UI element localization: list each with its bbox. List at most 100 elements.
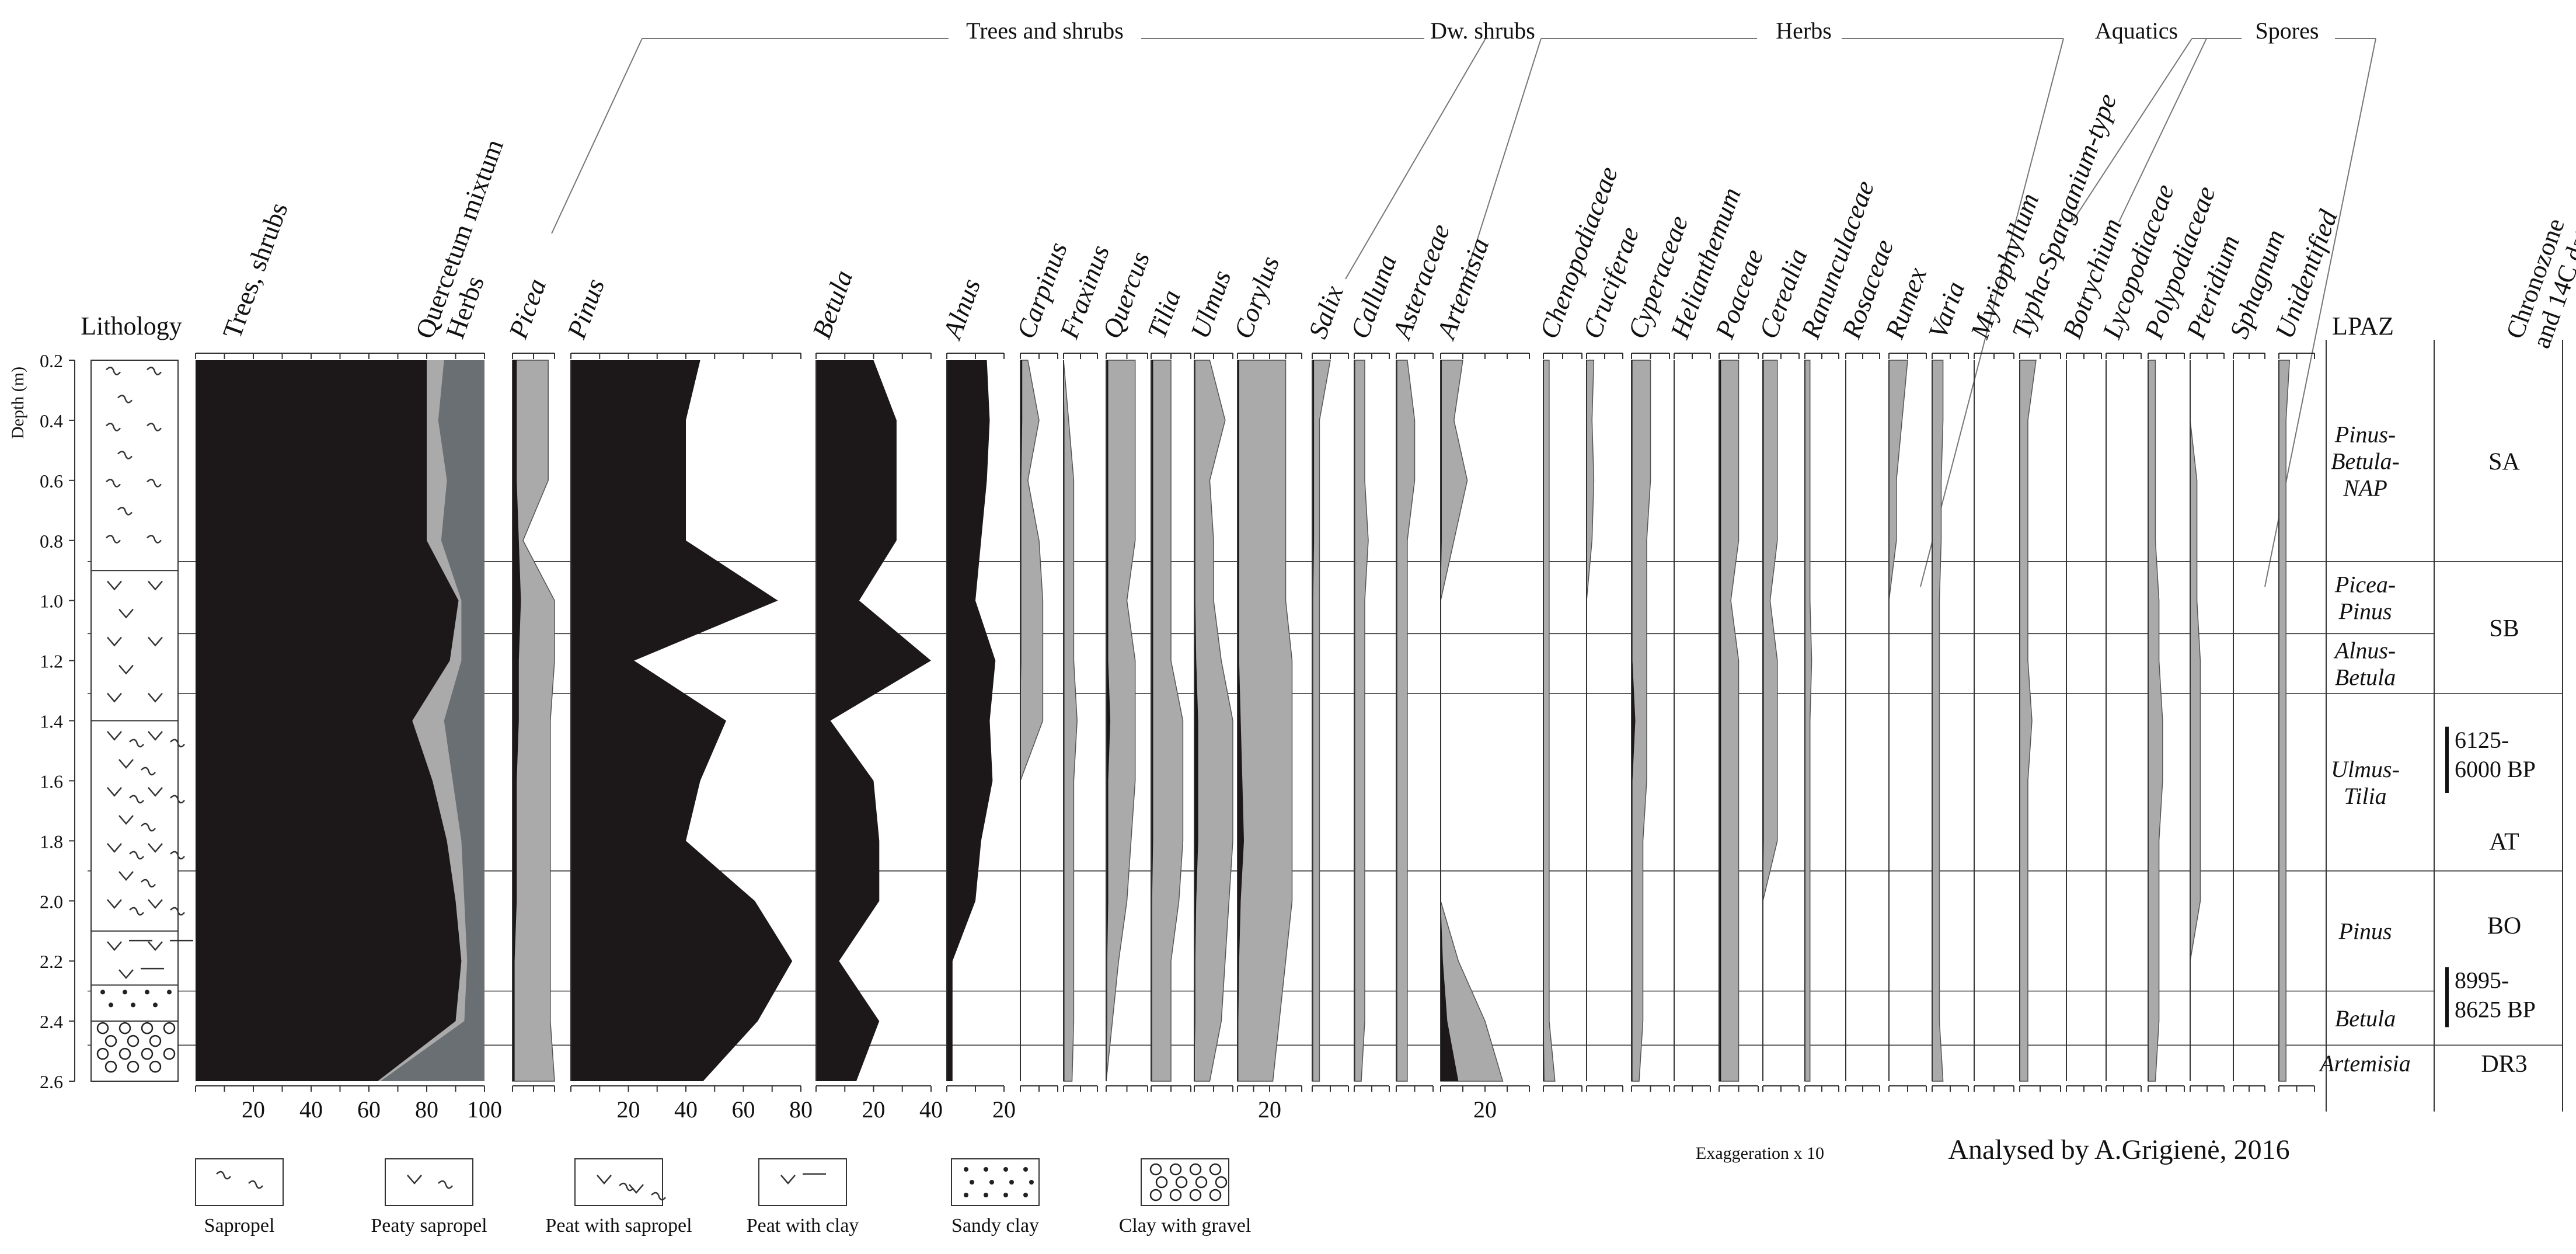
legend-label: Peat with clay	[747, 1215, 859, 1236]
chenopodiaceae-exaggerated-area	[1543, 360, 1556, 1082]
poaceae-exaggerated-area	[1719, 360, 1740, 1082]
clay-gravel-symbol	[1155, 1176, 1168, 1189]
peat-sapropel-symbol	[107, 731, 144, 748]
peat-sapropel-symbol	[148, 899, 185, 916]
sandy-clay-symbol	[1029, 1180, 1034, 1185]
lpaz-4: Pinus	[2338, 918, 2392, 945]
sandy-clay-symbol	[109, 1002, 113, 1008]
summary-tick-label: 100	[467, 1096, 502, 1123]
depth-tick-label: 0.8	[40, 531, 63, 552]
pinus-label: Pinus	[561, 275, 610, 343]
peat-clay-symbol	[107, 939, 152, 952]
salix-label: Salix	[1302, 281, 1349, 342]
clay-gravel-symbol	[118, 1047, 131, 1060]
pinus-tick-label: 60	[732, 1096, 755, 1123]
pteridium-exaggerated-area	[2190, 360, 2201, 1081]
lpaz-label-line: Alnus-	[2333, 638, 2396, 664]
taxon-pteridium: Pteridium	[2180, 231, 2245, 1092]
peaty-sapropel-symbol	[148, 636, 163, 647]
artemisia-exaggerated-area	[1440, 360, 1504, 1082]
artemisia-tick-label: 20	[1473, 1096, 1497, 1123]
sandy-clay-symbol	[989, 1180, 994, 1185]
summary-tick-label: 40	[299, 1096, 323, 1123]
ulmus-exaggerated-area	[1194, 360, 1233, 1082]
summary-tick-label: 60	[357, 1096, 381, 1123]
lithology-legend: Sapropel Peaty sapropel Peat with sapropel…	[195, 1158, 1251, 1236]
lpaz-label-line: NAP	[2343, 475, 2387, 501]
clay-gravel-symbol	[1149, 1189, 1162, 1201]
lpaz-label-line: Pinus	[2338, 598, 2392, 625]
peaty-sapropel-symbol	[148, 692, 163, 703]
legend-label: Sandy clay	[951, 1215, 1039, 1236]
trees-shrubs-area	[196, 360, 462, 1081]
lpaz-0: Pinus-Betula-NAP	[2331, 421, 2400, 501]
sandy-clay-symbol	[984, 1193, 988, 1197]
corylus-area	[1238, 360, 1244, 1081]
taxon-varia: Varia	[1922, 277, 1970, 1092]
lithology-title: Lithology	[81, 312, 182, 340]
peat-sapropel-symbol	[107, 899, 144, 916]
clay-gravel-symbol	[1189, 1163, 1202, 1176]
salix-exaggerated-area	[1312, 360, 1331, 1082]
sandy-clay-symbol	[1009, 1180, 1014, 1185]
lpaz-label-line: Tilia	[2344, 783, 2386, 809]
sandy-clay-symbol	[131, 1002, 135, 1008]
credit-text: Analysed by A.Grigienė, 2016	[1948, 1134, 2289, 1165]
clay-gravel-symbol	[1189, 1189, 1202, 1201]
group-trees-shrubs: Trees and shrubs	[966, 18, 1124, 44]
lpaz-1: Picea-Pinus	[2334, 572, 2396, 625]
taxon-cerealia: Cerealia	[1753, 245, 1813, 1092]
clay-gravel-symbol	[96, 1047, 109, 1060]
taxon-poaceae: Poaceae	[1709, 245, 1769, 1092]
depth-tick-label: 1.8	[40, 831, 63, 852]
depth-tick-label: 0.4	[40, 410, 63, 431]
sandy-clay-symbol	[984, 1167, 988, 1172]
taxon-cyperaceae: Cyperaceae	[1622, 212, 1694, 1092]
typha-sparganium-type-exaggerated-area	[2019, 360, 2037, 1082]
legend-label: Peaty sapropel	[371, 1215, 487, 1236]
depth-axis-label: Depth (m)	[8, 367, 27, 439]
picea-label: Picea	[503, 275, 552, 343]
peat-sapropel-symbol	[148, 787, 185, 804]
sapropel-symbol	[106, 367, 121, 375]
peat-sapropel-symbol	[118, 759, 156, 776]
depth-tick-label: 2.0	[40, 891, 63, 912]
varia-exaggerated-area	[1932, 360, 1944, 1082]
clay-gravel-symbol	[1175, 1176, 1188, 1189]
peat-clay-symbol	[118, 967, 164, 980]
peat-sapropel-symbol	[107, 843, 144, 860]
betula-tick-label: 40	[919, 1096, 943, 1123]
sapropel-symbol	[117, 507, 133, 515]
clay-gravel-symbol	[104, 1034, 117, 1047]
summary-tick-label: 20	[242, 1096, 265, 1123]
group-dwarf-shrubs: Dw. shrubs	[1430, 18, 1535, 44]
connector-line-7	[551, 38, 643, 234]
connector-line-12	[2118, 38, 2207, 222]
chronozone-sb: SB	[2489, 615, 2519, 642]
sandy-clay-symbol	[970, 1180, 974, 1185]
betula-area	[816, 360, 931, 1081]
clay-gravel-symbol	[141, 1022, 154, 1034]
sapropel-symbol	[147, 479, 162, 487]
fraxinus-exaggerated-area	[1063, 360, 1078, 1082]
connector-line-9	[1465, 38, 1542, 278]
legend-item-4: Sandy clay	[951, 1158, 1040, 1236]
sandy-clay-symbol	[167, 990, 172, 995]
depth-tick-label: 1.6	[40, 771, 63, 792]
legend-item-5: Clay with gravel	[1119, 1158, 1251, 1236]
clay-gravel-symbol	[1209, 1189, 1222, 1201]
depth-tick-label: 0.2	[40, 350, 63, 371]
peat-sapropel-symbol	[118, 815, 156, 832]
lpaz-6: Artemisia	[2318, 1050, 2411, 1077]
legend-swatch	[195, 1158, 284, 1206]
peaty-sapropel-symbol	[148, 580, 163, 591]
picea-area	[513, 360, 521, 1081]
peat-sapropel-symbol	[148, 843, 185, 860]
taxon-salix: Salix	[1302, 281, 1349, 1092]
sandy-clay-symbol	[145, 990, 149, 995]
legend-swatch	[758, 1158, 847, 1206]
peaty-sapropel-symbol	[407, 1175, 422, 1185]
ranunculaceae-exaggerated-area	[1804, 360, 1812, 1082]
